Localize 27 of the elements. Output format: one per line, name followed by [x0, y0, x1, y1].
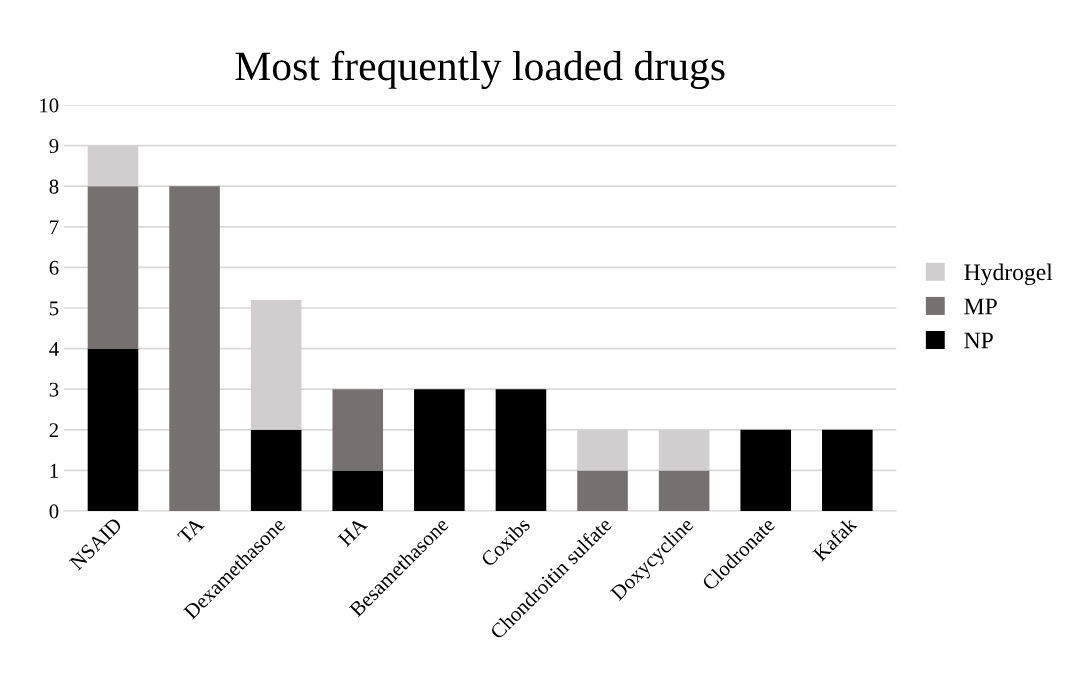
y-tick-label: 10: [40, 98, 59, 113]
bar: [577, 470, 628, 511]
y-tick-label: 8: [49, 179, 59, 194]
legend-label: NP: [964, 332, 993, 349]
legend-label: Hydrogel: [964, 263, 1053, 286]
bar: [414, 389, 465, 511]
bar: [822, 429, 873, 511]
bar: [495, 389, 547, 511]
y-tick-label: 6: [49, 260, 59, 275]
y-tick-label: 9: [49, 139, 59, 154]
y-tick-label: 0: [49, 504, 59, 519]
y-tick-label: 3: [49, 382, 59, 397]
y-tick-label: 2: [49, 423, 59, 438]
legend-label: MP: [964, 298, 997, 315]
bar: [332, 389, 384, 471]
bar: [87, 348, 139, 511]
y-tick-label: 5: [49, 301, 59, 316]
y-tick-label: 4: [49, 342, 59, 356]
bar: [332, 470, 384, 511]
bar: [740, 429, 792, 511]
bar: [87, 186, 139, 349]
bar: [169, 186, 220, 511]
bar: [658, 470, 710, 511]
chart-title: Most frequently loaded drugs: [235, 50, 725, 89]
bar: [250, 429, 302, 511]
y-tick-label: 1: [50, 463, 58, 478]
y-tick-label: 7: [50, 220, 59, 235]
